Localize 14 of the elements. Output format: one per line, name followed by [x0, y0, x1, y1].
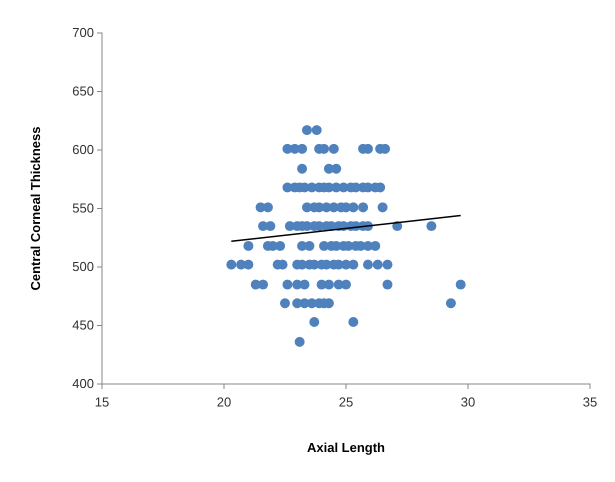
y-tick-label: 650 [72, 84, 94, 99]
x-tick-label: 15 [94, 394, 110, 410]
y-tick-label: 450 [72, 318, 94, 333]
y-tick-label: 600 [72, 142, 94, 158]
x-axis-title: Axial Length [306, 440, 386, 455]
y-tick-label: 500 [72, 259, 94, 274]
y-tick-label: 400 [72, 376, 94, 392]
y-tick-label: 700 [72, 25, 94, 40]
x-tick-label: 25 [338, 394, 354, 410]
y-tick-label: 550 [72, 200, 94, 216]
x-tick-label: 30 [460, 394, 476, 410]
x-tick-label: 20 [216, 394, 232, 410]
x-tick-label: 35 [582, 394, 598, 410]
y-axis-title: Central Corneal Thickness [28, 126, 43, 290]
